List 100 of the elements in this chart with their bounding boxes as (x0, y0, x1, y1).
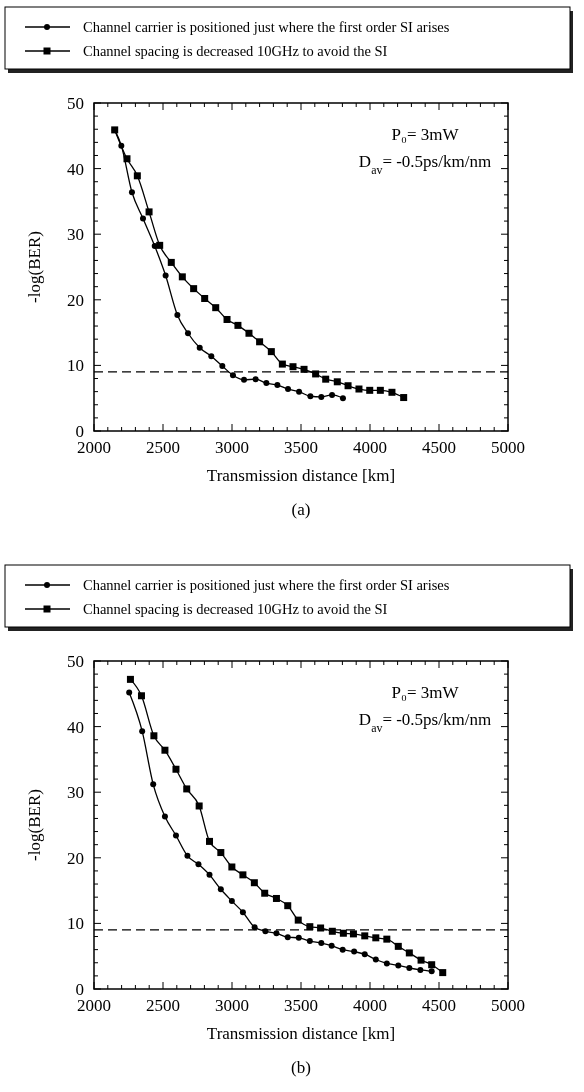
point (206, 837, 214, 845)
point (328, 927, 336, 935)
point (383, 960, 390, 967)
x-tick-label: 5000 (491, 438, 525, 457)
point (329, 391, 336, 398)
text: (a) (291, 500, 311, 519)
x-tick-label: 3000 (215, 438, 249, 457)
point (388, 388, 396, 396)
point (128, 189, 135, 196)
point (400, 394, 408, 402)
point (289, 363, 297, 371)
y-tick-label: 0 (75, 980, 84, 999)
x-tick-label: 4500 (422, 996, 456, 1015)
point (137, 692, 145, 700)
point (172, 765, 180, 773)
point (156, 241, 164, 249)
y-tick-label: 50 (67, 94, 84, 113)
point (306, 923, 314, 931)
x-tick-label: 3000 (215, 996, 249, 1015)
x-tick-label: 2000 (77, 438, 111, 457)
point (339, 929, 347, 937)
point (126, 689, 133, 696)
point (196, 344, 203, 351)
point (417, 956, 425, 964)
x-tick-label: 5000 (491, 996, 525, 1015)
point (372, 956, 379, 963)
point (278, 360, 286, 368)
point (428, 968, 435, 975)
y-axis-title: -log(BER) (25, 231, 44, 303)
point (239, 909, 246, 916)
point (317, 924, 325, 932)
y-tick-label: 10 (67, 914, 84, 934)
legend-label: Channel spacing is decreased 10GHz to avoid the SI (83, 601, 388, 617)
point (234, 321, 242, 329)
y-tick-label: 40 (67, 159, 84, 179)
point (228, 898, 235, 905)
point (167, 258, 175, 266)
y-tick-label: 30 (67, 225, 84, 245)
point (349, 930, 357, 938)
point (344, 382, 352, 390)
point (263, 380, 270, 387)
y-tick-label: 0 (75, 422, 84, 441)
point (267, 348, 275, 356)
point (184, 330, 191, 337)
point (229, 372, 236, 379)
annotation: P₀= 3mW (391, 683, 460, 702)
point (183, 785, 191, 793)
point (395, 962, 402, 969)
point (145, 208, 153, 216)
y-tick-label: 20 (67, 290, 84, 310)
point (285, 386, 292, 393)
x-tick-label: 4500 (422, 438, 456, 457)
y-tick-label: 20 (67, 848, 84, 868)
point (322, 375, 330, 383)
x-tick-label: 2500 (146, 996, 180, 1015)
text: (b) (291, 1058, 311, 1077)
point (217, 849, 225, 857)
x-tick-label: 2000 (77, 996, 111, 1015)
point (139, 215, 146, 222)
point (333, 378, 341, 386)
point (394, 942, 402, 950)
point (172, 832, 179, 839)
point (406, 965, 413, 972)
point (351, 948, 358, 955)
point (219, 363, 226, 370)
point (245, 329, 253, 337)
point (251, 924, 258, 931)
x-axis-title: Transmission distance [km] (206, 466, 396, 485)
point (366, 386, 374, 394)
point (223, 315, 231, 323)
point (405, 949, 413, 957)
point (439, 969, 447, 977)
annotation: D$_{av}$= -0.5ps/km/nm (358, 152, 492, 177)
point (250, 879, 258, 887)
point (190, 285, 198, 293)
point (428, 961, 436, 969)
point (195, 802, 203, 810)
x-tick-label: 4000 (353, 438, 387, 457)
point (318, 393, 325, 400)
point (208, 353, 215, 360)
point (300, 365, 308, 373)
point (123, 155, 131, 163)
point (161, 813, 168, 820)
point (228, 863, 236, 871)
point (355, 385, 363, 393)
legend-label: Channel carrier is positioned just where the first order SI arises (83, 19, 450, 35)
point (306, 938, 313, 945)
x-tick-label: 4000 (353, 996, 387, 1015)
point (295, 934, 302, 941)
x-axis-title: Transmission distance [km] (206, 1024, 396, 1043)
point (312, 370, 320, 378)
point (174, 311, 181, 318)
point (195, 861, 202, 868)
point (178, 273, 186, 281)
x-tick-label: 3500 (284, 996, 318, 1015)
point (184, 852, 191, 859)
point (241, 376, 248, 383)
point (212, 304, 220, 312)
point (201, 294, 209, 302)
point (150, 732, 158, 740)
